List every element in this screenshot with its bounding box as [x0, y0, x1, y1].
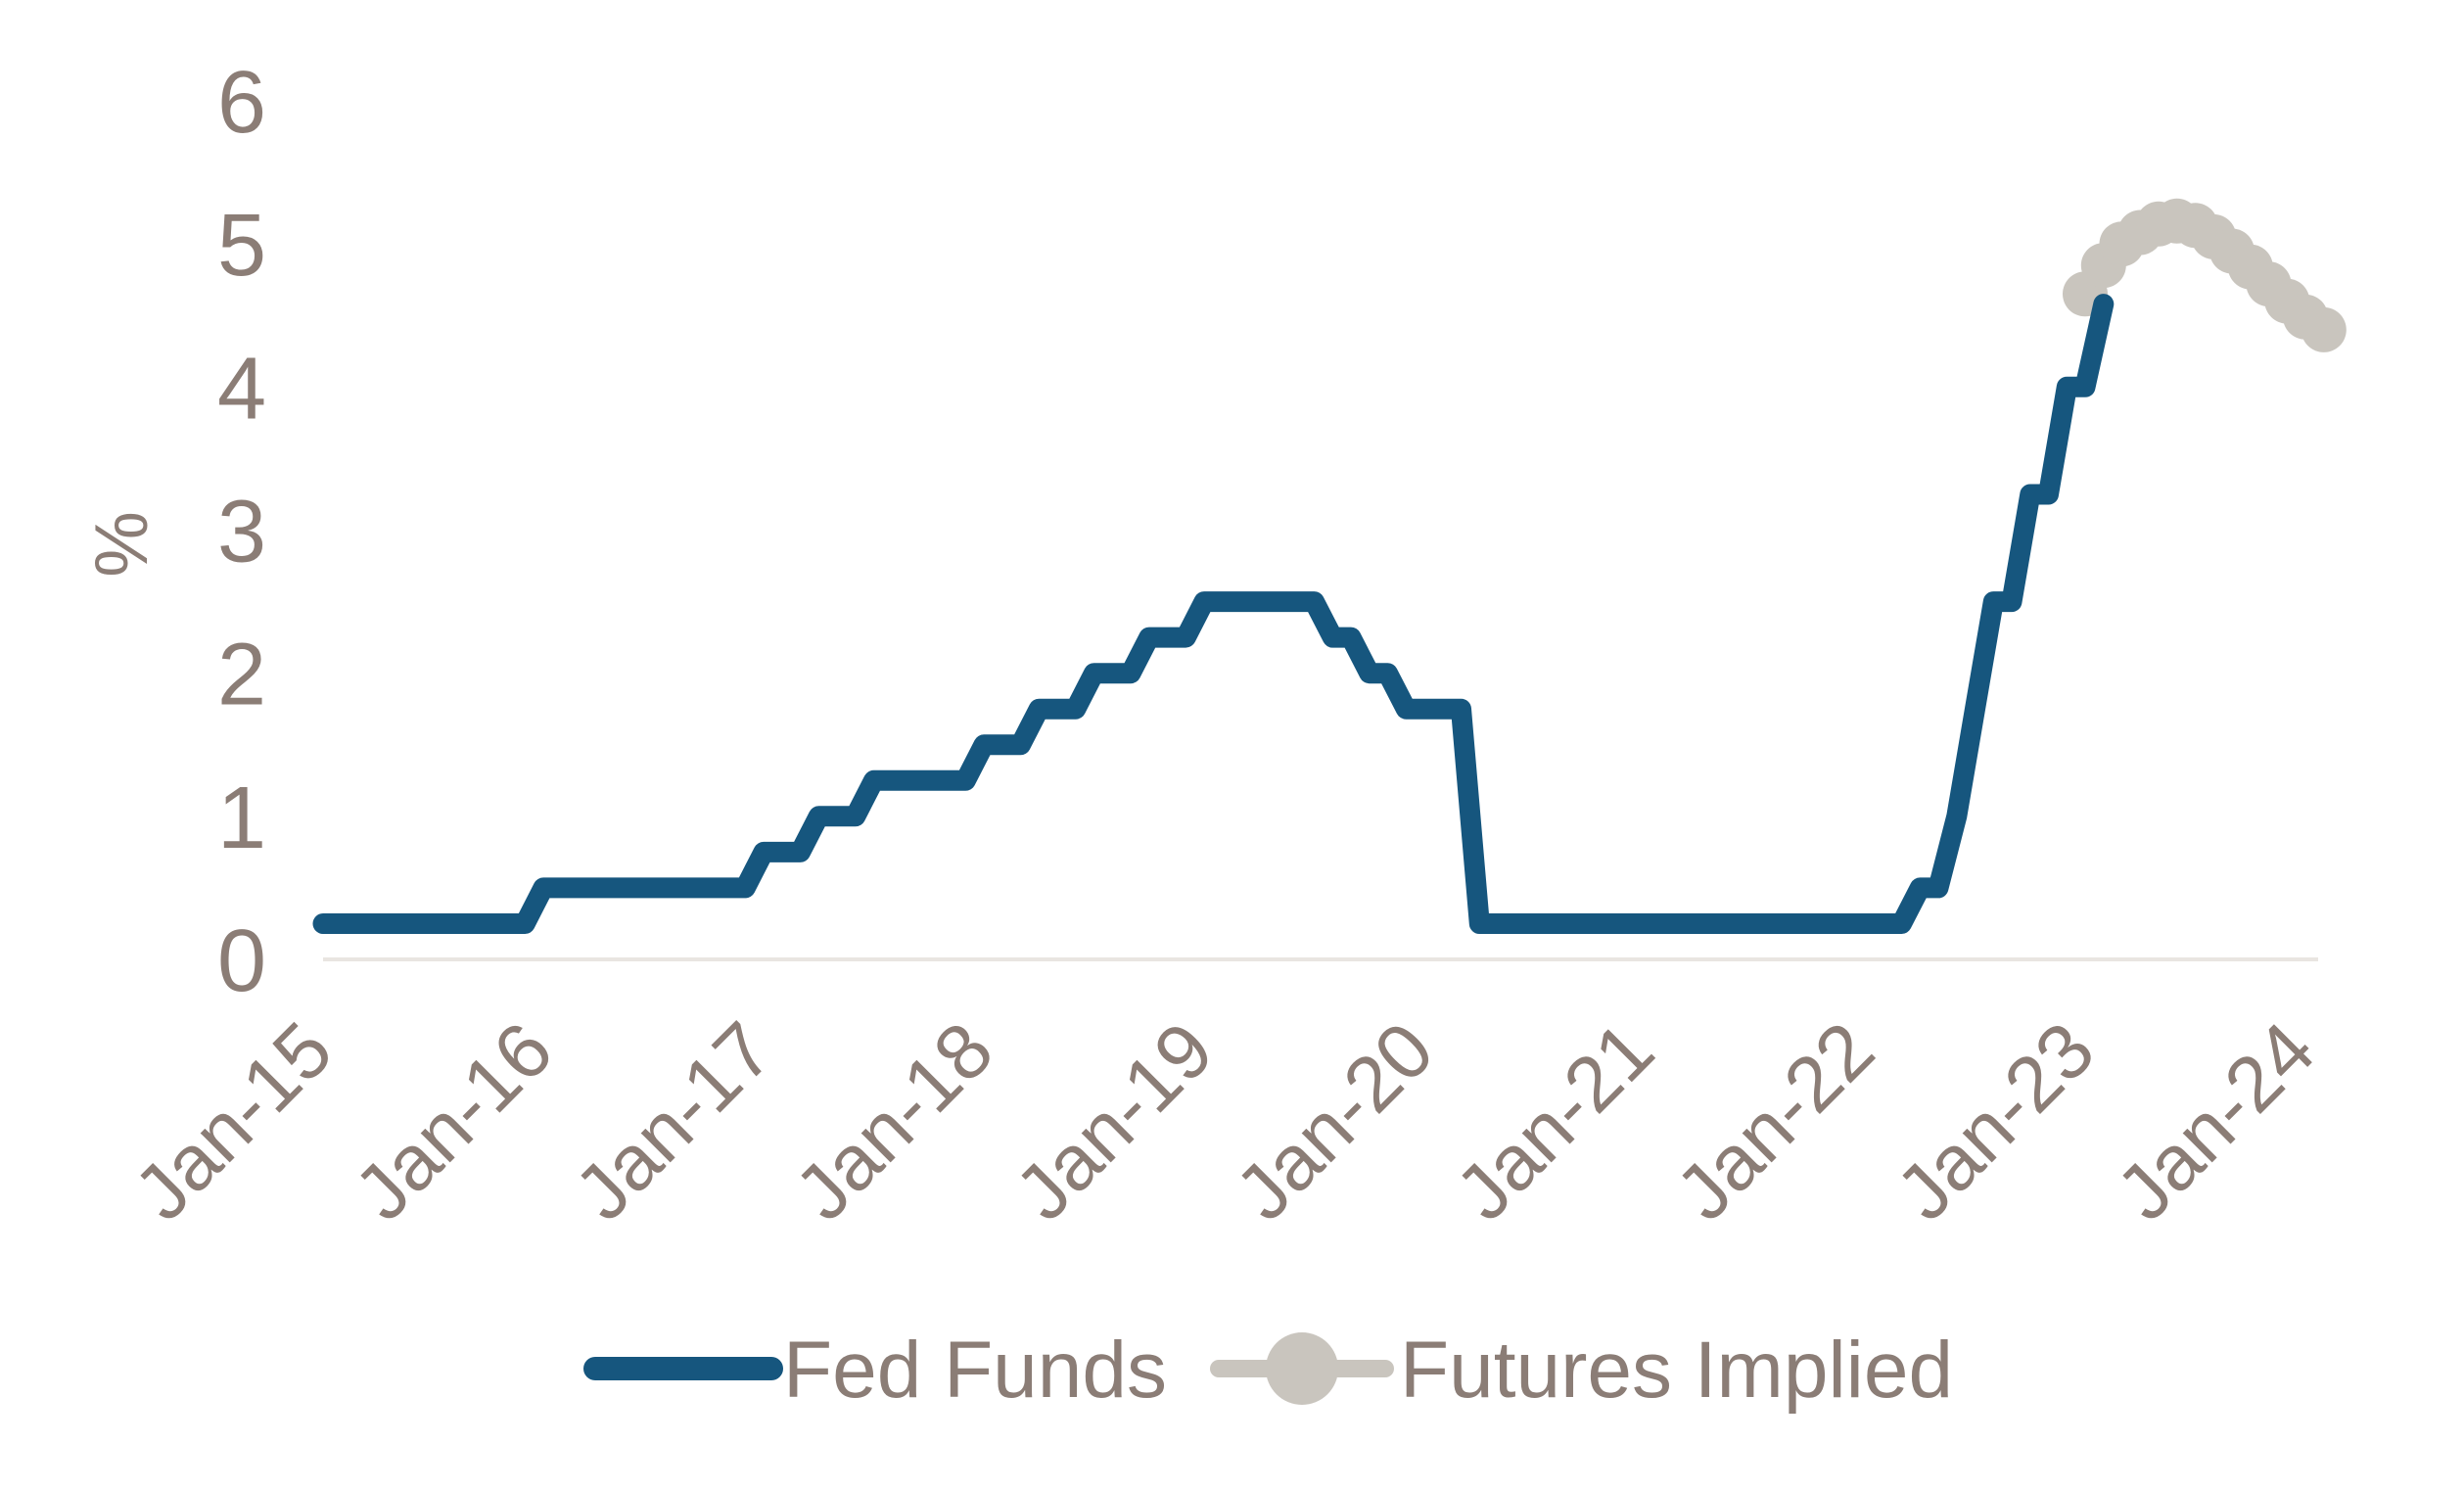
x-tick-label: Jan-23 [1880, 1005, 2111, 1236]
x-tick-label: Jan-18 [778, 1005, 1009, 1236]
y-tick-label: 0 [217, 912, 266, 1010]
x-tick-label: Jan-24 [2100, 1005, 2331, 1236]
x-tick-label: Jan-17 [558, 1005, 789, 1236]
y-tick-label: 6 [217, 54, 266, 152]
y-axis: 0 1 2 3 4 5 6 [217, 54, 266, 1010]
x-tick-label: Jan-15 [117, 1005, 349, 1236]
x-tick-label: Jan-20 [1219, 1005, 1450, 1236]
futures-implied-legend-label: Futures Implied [1400, 1326, 1953, 1415]
x-axis: Jan-15Jan-16Jan-17Jan-18Jan-19Jan-20Jan-… [117, 1005, 2331, 1236]
y-tick-label: 5 [217, 197, 266, 295]
fed-funds-legend-label: Fed Funds [783, 1326, 1167, 1415]
x-tick-label: Jan-16 [338, 1005, 569, 1236]
x-tick-label: Jan-19 [999, 1005, 1230, 1236]
futures-implied-series [2063, 198, 2347, 352]
futures-dot [2301, 306, 2347, 352]
x-tick-label: Jan-22 [1659, 1005, 1890, 1236]
y-axis-title: % [80, 511, 163, 578]
fed-funds-line [312, 294, 2115, 934]
y-tick-label: 2 [217, 627, 266, 724]
y-tick-label: 4 [217, 340, 266, 438]
y-tick-label: 1 [217, 769, 266, 867]
legend: Fed Funds Futures Implied [583, 1326, 1953, 1415]
futures-implied-legend-marker [1266, 1332, 1338, 1405]
x-tick-label: Jan-21 [1439, 1005, 1670, 1236]
y-tick-label: 3 [217, 484, 266, 582]
